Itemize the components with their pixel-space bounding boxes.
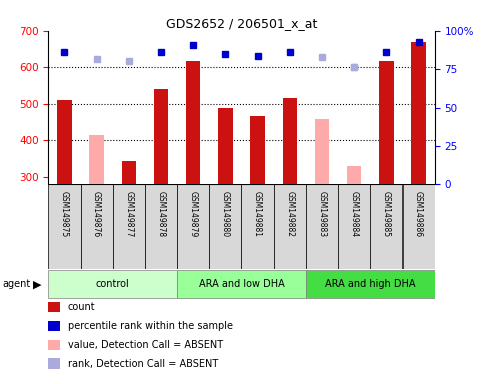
Bar [145,184,177,269]
Text: ARA and high DHA: ARA and high DHA [325,278,415,288]
Text: rank, Detection Call = ABSENT: rank, Detection Call = ABSENT [68,359,218,369]
Text: agent: agent [2,279,30,289]
Bar [48,184,81,269]
Text: GSM149877: GSM149877 [124,191,133,237]
Bar [57,100,71,184]
Bar [242,184,274,269]
Bar [283,98,297,184]
Text: GSM149875: GSM149875 [60,191,69,237]
Bar [218,108,233,184]
Text: GSM149876: GSM149876 [92,191,101,237]
Text: control: control [96,278,129,288]
Text: GSM149884: GSM149884 [350,191,359,237]
Text: GSM149885: GSM149885 [382,191,391,237]
Bar [402,184,435,269]
Bar [306,270,435,298]
Bar [379,61,394,184]
Bar [209,184,242,269]
Bar [89,135,104,184]
Text: GSM149882: GSM149882 [285,191,294,237]
Bar [186,61,200,184]
Text: ARA and low DHA: ARA and low DHA [199,278,284,288]
Text: GSM149881: GSM149881 [253,191,262,237]
Bar [122,161,136,184]
Text: GSM149886: GSM149886 [414,191,423,237]
Bar [81,184,113,269]
Text: GSM149880: GSM149880 [221,191,230,237]
Bar [370,184,402,269]
Bar [274,184,306,269]
Bar [177,270,306,298]
Title: GDS2652 / 206501_x_at: GDS2652 / 206501_x_at [166,17,317,30]
Bar [48,270,177,298]
Bar [250,116,265,184]
Bar [412,42,426,184]
Bar [154,89,168,184]
Text: count: count [68,302,95,312]
Bar [306,184,338,269]
Text: GSM149878: GSM149878 [156,191,166,237]
Bar [338,184,370,269]
Bar [347,166,361,184]
Text: percentile rank within the sample: percentile rank within the sample [68,321,233,331]
Text: ▶: ▶ [33,279,42,289]
Text: value, Detection Call = ABSENT: value, Detection Call = ABSENT [68,340,223,350]
Text: GSM149879: GSM149879 [189,191,198,237]
Bar [315,119,329,184]
Bar [177,184,209,269]
Text: GSM149883: GSM149883 [317,191,327,237]
Bar [113,184,145,269]
